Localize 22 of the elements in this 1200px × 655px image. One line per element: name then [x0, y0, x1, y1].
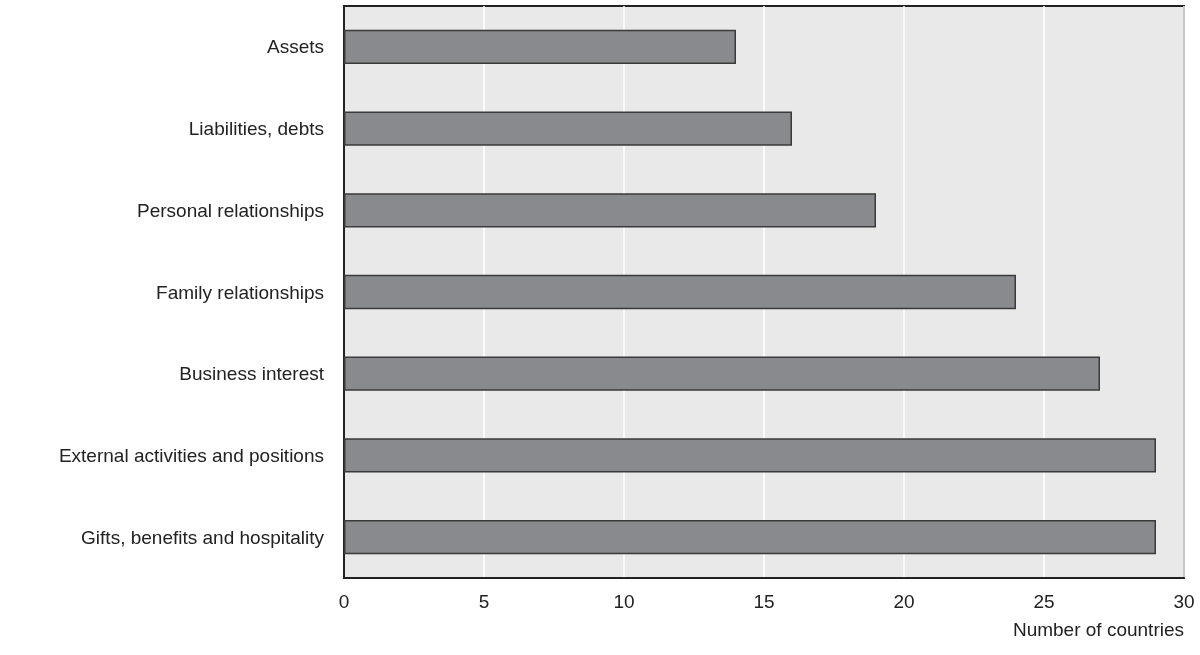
x-tick-label: 0 [338, 591, 350, 612]
y-tick-label: Personal relationships [137, 199, 324, 221]
x-tick-label: 15 [753, 591, 775, 612]
bar [344, 274, 1016, 310]
bar [344, 356, 1100, 391]
y-tick-label: Family relationships [156, 281, 324, 303]
bar [344, 29, 736, 65]
y-tick-label: Assets [266, 36, 324, 58]
bar [344, 193, 876, 228]
x-axis-title: Number of countries [1012, 619, 1184, 640]
x-tick-label: 10 [613, 591, 635, 612]
bar [344, 519, 1156, 555]
x-tick-label: 20 [893, 591, 915, 612]
y-tick-label: External activities and positions [58, 444, 324, 466]
bar [344, 111, 792, 146]
y-tick-label: Gifts, benefits and hospitality [81, 526, 325, 548]
x-tick-label: 25 [1033, 591, 1055, 612]
bar [344, 438, 1156, 473]
y-tick-label: Business interest [179, 363, 325, 385]
x-tick-label: 5 [478, 591, 490, 612]
x-tick-label: 30 [1173, 591, 1195, 612]
y-tick-label: Liabilities, debts [188, 118, 324, 140]
